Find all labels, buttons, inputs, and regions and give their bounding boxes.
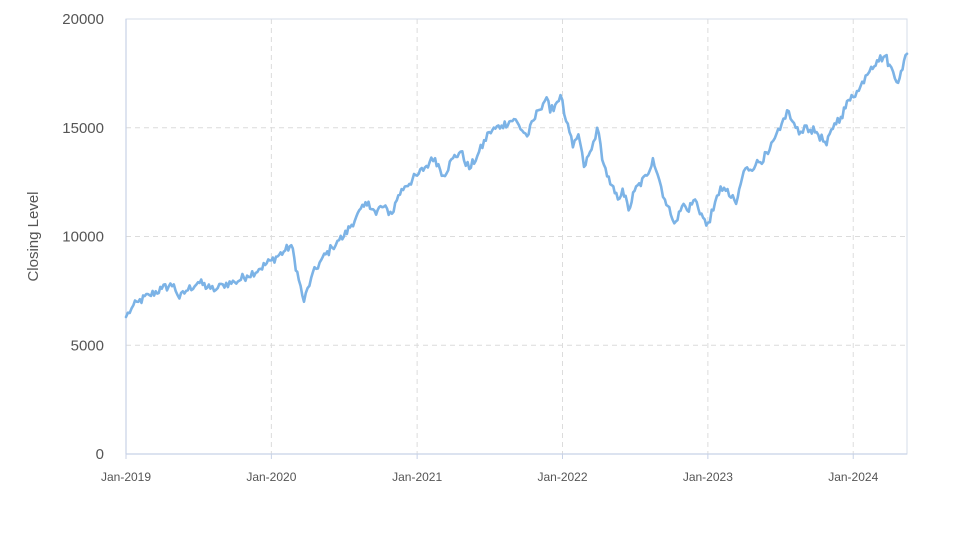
- series-layer: [124, 52, 909, 319]
- x-tick-label: Jan-2024: [828, 470, 878, 484]
- x-tick-label: Jan-2023: [683, 470, 733, 484]
- tick-labels: 0 5000 10000 15000 20000 Jan-2019 Jan-2020 Jan-…: [62, 11, 878, 484]
- axes: [125, 19, 907, 459]
- x-tick-label: Jan-2021: [392, 470, 442, 484]
- y-tick-label: 20000: [62, 11, 104, 28]
- x-tick-label: Jan-2022: [537, 470, 587, 484]
- y-tick-label: 15000: [62, 120, 104, 137]
- x-tick-label: Jan-2019: [101, 470, 151, 484]
- y-tick-label: 5000: [71, 337, 104, 354]
- y-axis-title: Closing Level: [25, 191, 42, 281]
- y-tick-label: 10000: [62, 229, 104, 246]
- x-tick-label: Jan-2020: [246, 470, 296, 484]
- series-line-0: [124, 52, 909, 319]
- grid-lines: [126, 18, 907, 454]
- y-tick-label: 0: [96, 446, 104, 463]
